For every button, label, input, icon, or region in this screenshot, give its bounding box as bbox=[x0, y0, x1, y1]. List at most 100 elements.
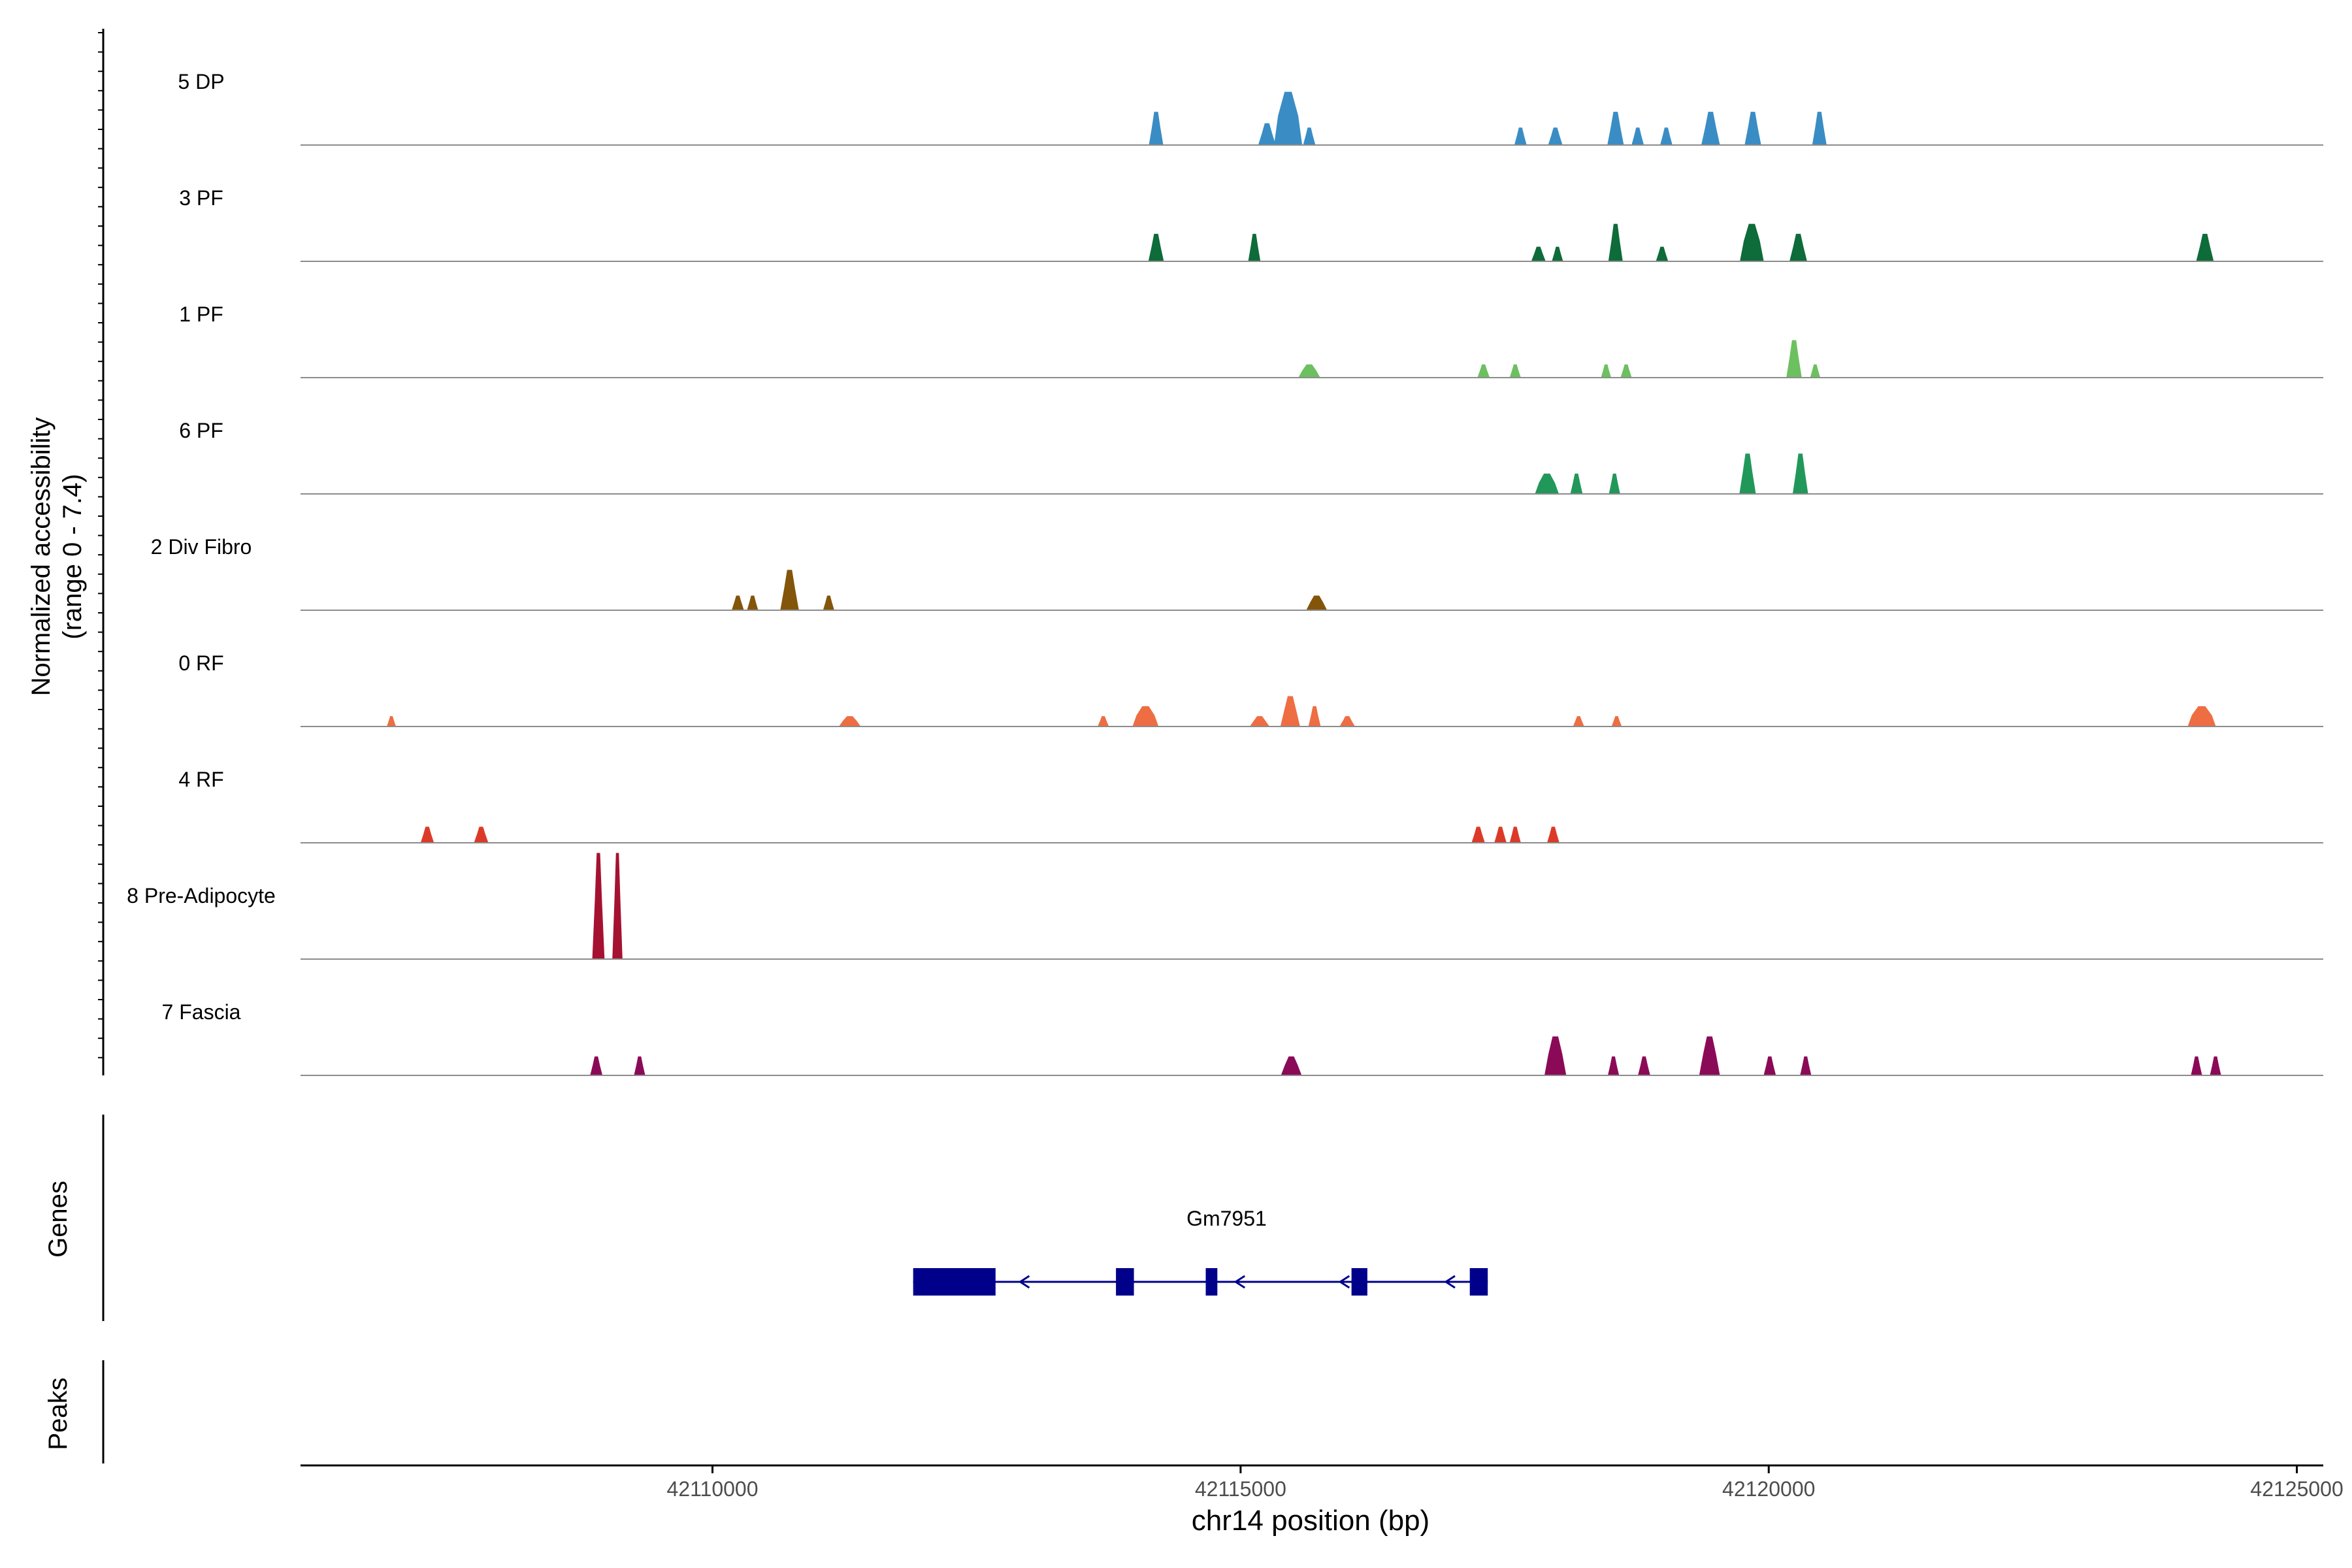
coverage-peak bbox=[1607, 1056, 1620, 1076]
gene-name-label: Gm7951 bbox=[1186, 1207, 1267, 1230]
coverage-peak bbox=[1789, 233, 1808, 262]
gene-exon bbox=[1351, 1268, 1367, 1296]
coverage-peak bbox=[1535, 473, 1560, 495]
track-2-div-fibro: 2 Div Fibro bbox=[151, 535, 2323, 611]
strand-arrow bbox=[1233, 1275, 1246, 1289]
coverage-peak bbox=[590, 1056, 603, 1076]
coverage-peak bbox=[1477, 364, 1490, 378]
track-0-rf: 0 RF bbox=[178, 651, 2323, 727]
coverage-peak bbox=[1249, 716, 1270, 727]
gene-exon bbox=[1116, 1268, 1134, 1296]
track-6-pf: 6 PF bbox=[179, 419, 2323, 495]
coverage-peak bbox=[1339, 716, 1356, 727]
coverage-peak bbox=[1620, 364, 1632, 378]
coverage-peak bbox=[1739, 223, 1764, 262]
coverage-peak bbox=[2191, 1056, 2202, 1076]
coverage-peak bbox=[1281, 1056, 1302, 1076]
coverage-peak bbox=[1656, 246, 1669, 262]
track-label: 8 Pre-Adipocyte bbox=[127, 884, 276, 907]
coverage-peak bbox=[2210, 1056, 2221, 1076]
coverage-peak bbox=[823, 595, 835, 611]
coverage-peak bbox=[420, 826, 434, 843]
coverage-peak bbox=[2196, 233, 2214, 262]
coverage-peak bbox=[1306, 595, 1328, 611]
coverage-peak bbox=[1494, 826, 1507, 843]
x-tick-label: 42120000 bbox=[1722, 1477, 1815, 1501]
coverage-peak bbox=[1514, 127, 1527, 146]
coverage-peak bbox=[731, 595, 744, 611]
coverage-peak bbox=[1303, 127, 1316, 146]
coverage-peak bbox=[1607, 112, 1624, 146]
coverage-peak bbox=[612, 853, 623, 960]
coverage-peak bbox=[386, 716, 397, 727]
coverage-peak bbox=[1298, 364, 1320, 378]
x-axis-ticks: 42110000 42115000 42120000 42125000 bbox=[667, 1465, 2344, 1501]
coverage-peak bbox=[1609, 473, 1620, 495]
coverage-peak bbox=[1812, 112, 1827, 146]
coverage-peak bbox=[1280, 696, 1301, 727]
coverage-peak bbox=[1531, 246, 1546, 262]
track-8-pre-adipocyte: 8 Pre-Adipocyte bbox=[127, 853, 2323, 960]
coverage-peak bbox=[1792, 453, 1808, 495]
coverage-peak bbox=[634, 1056, 645, 1076]
coverage-peak bbox=[1546, 826, 1560, 843]
coverage-peak bbox=[1611, 716, 1622, 727]
coverage-peak bbox=[1631, 127, 1644, 146]
coverage-peak bbox=[1548, 127, 1563, 146]
x-tick-label: 42115000 bbox=[1195, 1477, 1286, 1501]
coverage-peak bbox=[1744, 112, 1761, 146]
track-label: 2 Div Fibro bbox=[151, 535, 252, 559]
coverage-peak bbox=[838, 716, 861, 727]
coverage-peak bbox=[1739, 453, 1756, 495]
coverage-peak bbox=[1509, 364, 1521, 378]
track-label: 3 PF bbox=[179, 186, 223, 210]
track-7-fascia: 7 Fascia bbox=[162, 1000, 2323, 1076]
track-label: 0 RF bbox=[178, 651, 223, 675]
gene-exon bbox=[1469, 1268, 1488, 1296]
coverage-peak bbox=[1274, 91, 1303, 146]
coverage-peak bbox=[1573, 716, 1585, 727]
coverage-peak bbox=[1810, 364, 1821, 378]
track-5-dp: 5 DP bbox=[178, 70, 2323, 146]
y-axis-title-line1: Normalized accessibility bbox=[27, 417, 56, 696]
track-4-rf: 4 RF bbox=[178, 768, 2323, 843]
coverage-peak bbox=[1570, 473, 1583, 495]
coverage-peak bbox=[1701, 112, 1720, 146]
peaks-axis-title: Peaks bbox=[44, 1377, 73, 1450]
coverage-peak bbox=[592, 853, 605, 960]
coverage-peak bbox=[1608, 223, 1623, 262]
strand-arrow bbox=[1444, 1275, 1456, 1289]
gene-exon bbox=[1205, 1268, 1218, 1296]
coverage-peak bbox=[1763, 1056, 1776, 1076]
track-label: 1 PF bbox=[179, 302, 223, 326]
coverage-peak bbox=[1248, 233, 1261, 262]
gene-exon bbox=[913, 1268, 996, 1296]
track-1-pf: 1 PF bbox=[179, 302, 2323, 378]
track-label: 7 Fascia bbox=[162, 1000, 241, 1024]
coverage-peak bbox=[1699, 1036, 1720, 1076]
coverage-peak bbox=[474, 826, 489, 843]
coverage-peak bbox=[1148, 233, 1164, 262]
coverage-peak bbox=[1659, 127, 1673, 146]
coverage-peak bbox=[1637, 1056, 1650, 1076]
coverage-peak bbox=[2187, 706, 2216, 727]
coverage-peak bbox=[1544, 1036, 1567, 1076]
coverage-peak bbox=[1258, 123, 1276, 146]
axes: Normalized accessibility (range 0 - 7.4)… bbox=[27, 29, 2323, 1537]
coverage-tracks: 5 DP 3 PF 1 PF 6 PF 2 Div Fibro 0 RF 4 RF 8 Pre… bbox=[127, 70, 2323, 1076]
track-label: 5 DP bbox=[178, 70, 224, 93]
coverage-peak bbox=[1800, 1056, 1812, 1076]
coverage-peak bbox=[1601, 364, 1612, 378]
coverage-peak bbox=[1509, 826, 1521, 843]
coverage-peak bbox=[747, 595, 759, 611]
coverage-peak bbox=[780, 570, 799, 611]
coverage-peak bbox=[1097, 716, 1109, 727]
x-tick-label: 42110000 bbox=[667, 1477, 759, 1501]
track-label: 4 RF bbox=[178, 768, 223, 791]
y-axis-title-line2: (range 0 - 7.4) bbox=[58, 474, 87, 639]
coverage-peak bbox=[1552, 246, 1563, 262]
coverage-peak bbox=[1786, 340, 1802, 378]
coverage-peak bbox=[1132, 706, 1159, 727]
coverage-peak bbox=[1149, 112, 1164, 146]
